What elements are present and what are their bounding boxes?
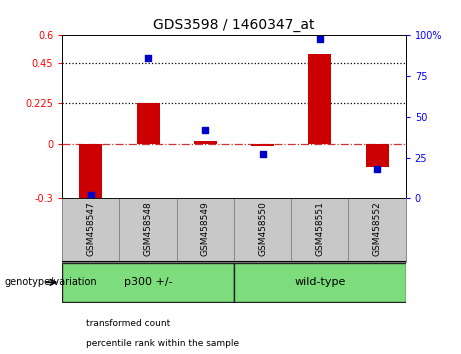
Title: GDS3598 / 1460347_at: GDS3598 / 1460347_at xyxy=(153,18,315,32)
Text: GSM458550: GSM458550 xyxy=(258,201,267,256)
Bar xyxy=(251,144,274,146)
Bar xyxy=(79,144,102,201)
Bar xyxy=(119,198,177,262)
Text: percentile rank within the sample: percentile rank within the sample xyxy=(86,339,239,348)
Bar xyxy=(194,141,217,144)
Text: GSM458551: GSM458551 xyxy=(315,201,325,256)
Bar xyxy=(308,55,331,144)
Bar xyxy=(291,198,349,262)
Point xyxy=(87,192,95,198)
Text: GSM458552: GSM458552 xyxy=(372,201,382,256)
Text: genotype/variation: genotype/variation xyxy=(5,277,97,287)
Bar xyxy=(234,198,291,262)
Bar xyxy=(177,198,234,262)
Bar xyxy=(366,144,389,167)
Text: wild-type: wild-type xyxy=(294,277,345,287)
Point xyxy=(316,36,324,41)
Bar xyxy=(136,103,160,144)
Point xyxy=(144,55,152,61)
Bar xyxy=(62,198,119,262)
Bar xyxy=(349,198,406,262)
Point xyxy=(373,166,381,172)
Text: GSM458548: GSM458548 xyxy=(143,201,153,256)
Point xyxy=(201,127,209,133)
Text: GSM458547: GSM458547 xyxy=(86,201,95,256)
Text: p300 +/-: p300 +/- xyxy=(124,277,172,287)
Bar xyxy=(234,263,406,302)
Point xyxy=(259,152,266,157)
Text: GSM458549: GSM458549 xyxy=(201,201,210,256)
Text: transformed count: transformed count xyxy=(86,319,171,329)
Bar xyxy=(62,263,234,302)
